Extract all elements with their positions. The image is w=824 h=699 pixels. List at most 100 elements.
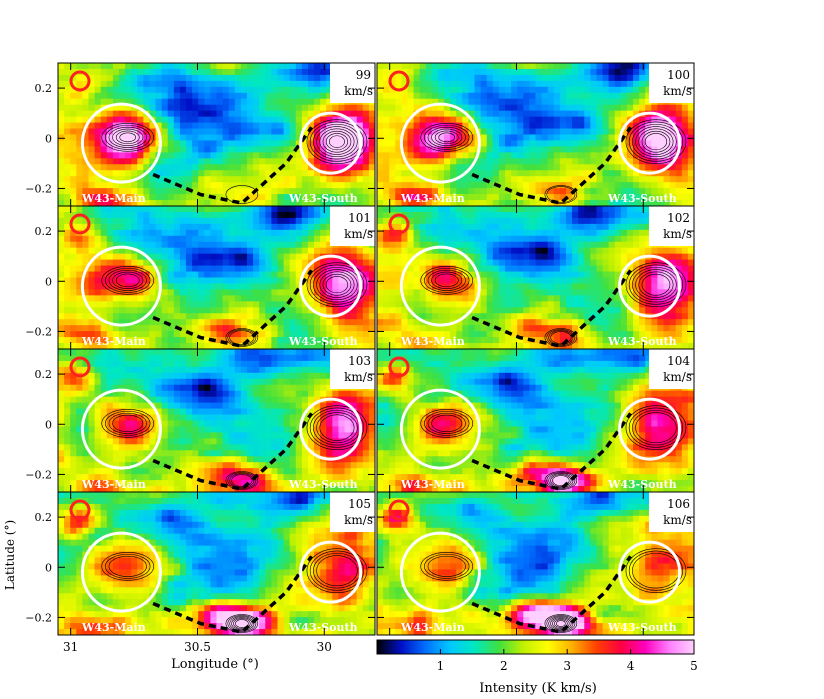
filament-dashed-line (152, 269, 314, 349)
contour (119, 132, 137, 143)
filament-dashed-line (471, 269, 633, 349)
contour (108, 269, 147, 291)
velocity-value-label: 106 (667, 497, 690, 511)
contour (227, 615, 257, 632)
w43-main-label: W43-Main (400, 478, 465, 491)
y-tick-label: −0.2 (25, 325, 52, 338)
velocity-value-label: 104 (667, 354, 690, 368)
y-tick-label: 0.2 (35, 225, 53, 238)
x-tick-label: 31 (63, 640, 78, 654)
contour (115, 273, 140, 288)
w43-main-circle (399, 245, 481, 327)
panel-content: W43-Main W43-South 100 km/s (377, 63, 694, 206)
colorbar-tick-label: 3 (563, 659, 571, 673)
velocity-label-box (649, 206, 694, 246)
panel-content: W43-Main W43-South 105 km/s (58, 492, 375, 635)
beam-circle (388, 499, 410, 521)
contour (112, 414, 144, 432)
velocity-value-label: 103 (348, 354, 371, 368)
contour (431, 414, 463, 432)
w43-main-circle (399, 531, 481, 613)
contour (225, 328, 259, 347)
velocity-label-box (330, 492, 375, 532)
contour (546, 186, 576, 203)
beam-circle (388, 356, 410, 378)
y-tick-label: 0 (45, 132, 52, 145)
contour (427, 412, 466, 434)
contour (319, 271, 355, 298)
w43-main-label: W43-Main (400, 335, 465, 348)
y-tick-label: −0.2 (25, 468, 52, 481)
colorbar-gradient (376, 639, 695, 655)
y-tick-label: 0.2 (35, 511, 53, 524)
filament-dashed-line (152, 126, 314, 206)
w43-south-circle (299, 111, 363, 175)
contour (309, 407, 365, 448)
contour (231, 617, 253, 630)
contour (105, 553, 151, 579)
contour (322, 273, 352, 296)
panel-frame (376, 491, 695, 636)
contour (628, 550, 684, 591)
beam-circle (388, 213, 410, 235)
y-tick-label: −0.2 (25, 611, 52, 624)
contour (434, 273, 459, 288)
contour (319, 414, 355, 441)
contour (229, 616, 255, 631)
contour (105, 267, 151, 293)
y-tick-label: −0.2 (25, 182, 52, 195)
contour (638, 271, 674, 298)
contour (112, 271, 144, 289)
contour (546, 615, 576, 632)
contour (552, 618, 570, 629)
contour (635, 126, 677, 158)
velocity-value-label: 101 (348, 211, 371, 225)
contour (227, 472, 257, 489)
contour (625, 119, 687, 164)
x-tick-label: 30.5 (184, 640, 211, 654)
contour (644, 133, 668, 151)
contour (420, 266, 474, 295)
contour (546, 472, 576, 489)
velocity-unit-label: km/s (344, 370, 373, 384)
w43-south-circle (618, 111, 682, 175)
contour (309, 550, 365, 591)
contour (427, 555, 466, 577)
w43-south-label: W43-South (288, 192, 358, 205)
contour (101, 123, 155, 152)
contour (316, 555, 358, 587)
contour (550, 617, 572, 630)
contour (628, 407, 684, 448)
filament-dashed-line (471, 555, 633, 635)
w43-main-label: W43-Main (400, 621, 465, 634)
velocity-value-label: 100 (667, 68, 690, 82)
contour (555, 620, 566, 627)
velocity-label-box (649, 492, 694, 532)
velocity-unit-label: km/s (344, 84, 373, 98)
w43-south-circle (618, 540, 682, 604)
beam-circle (69, 499, 91, 521)
velocity-unit-label: km/s (663, 513, 692, 527)
contour (544, 471, 578, 490)
contour (625, 548, 687, 593)
velocity-label-box (649, 63, 694, 103)
w43-south-circle (299, 397, 363, 461)
contour (306, 262, 368, 307)
contour (101, 266, 155, 295)
velocity-label-box (330, 63, 375, 103)
contour (309, 264, 365, 305)
colorbar-tick-label: 5 (690, 659, 698, 673)
contour (554, 619, 568, 628)
contour (635, 412, 677, 444)
channel-panel: W43-Main W43-South 102 km/s (376, 205, 695, 350)
axes-layer: Latitude (°) Longitude (°) Intensity (K … (3, 520, 597, 696)
velocity-label-box (649, 349, 694, 389)
contour (438, 132, 456, 143)
contour-lines (420, 405, 687, 490)
velocity-label-box (330, 349, 375, 389)
velocity-value-label: 99 (356, 68, 371, 82)
channel-panel: W43-Main W43-South 104 km/s (376, 348, 695, 493)
contour (427, 269, 466, 291)
